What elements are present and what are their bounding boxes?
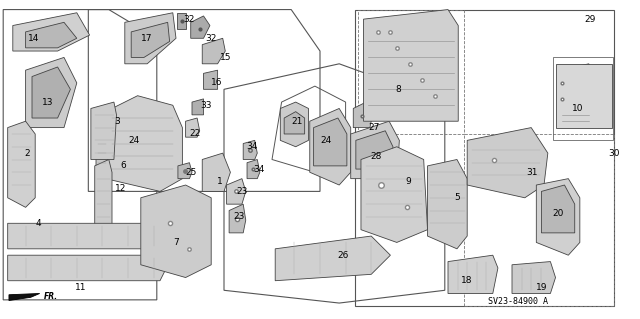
Polygon shape <box>125 13 176 64</box>
Polygon shape <box>541 185 575 233</box>
Text: 21: 21 <box>291 117 303 126</box>
Polygon shape <box>361 147 428 242</box>
Text: SV23-84900 A: SV23-84900 A <box>488 297 548 306</box>
Text: 3: 3 <box>115 117 120 126</box>
Text: 32: 32 <box>183 15 195 24</box>
Polygon shape <box>204 70 218 89</box>
Text: 18: 18 <box>461 276 473 285</box>
Text: 12: 12 <box>115 184 126 193</box>
Polygon shape <box>356 131 393 169</box>
Text: 26: 26 <box>337 251 349 260</box>
Text: 22: 22 <box>189 130 201 138</box>
Polygon shape <box>467 128 548 198</box>
Polygon shape <box>13 13 90 51</box>
Text: 30: 30 <box>609 149 620 158</box>
Polygon shape <box>536 179 580 255</box>
Polygon shape <box>351 121 399 179</box>
Polygon shape <box>8 121 35 207</box>
Text: 31: 31 <box>527 168 538 177</box>
Text: 8: 8 <box>396 85 401 94</box>
Text: 7: 7 <box>173 238 179 247</box>
Text: 20: 20 <box>552 209 564 218</box>
Text: 11: 11 <box>75 283 86 292</box>
Text: 32: 32 <box>205 34 217 43</box>
Polygon shape <box>227 179 246 204</box>
Text: 16: 16 <box>211 78 222 87</box>
Polygon shape <box>284 112 305 134</box>
Polygon shape <box>91 102 116 160</box>
Polygon shape <box>186 118 200 137</box>
Text: 17: 17 <box>141 34 153 43</box>
Polygon shape <box>428 160 467 249</box>
Text: 13: 13 <box>42 98 54 107</box>
Polygon shape <box>8 223 173 249</box>
Polygon shape <box>178 163 192 179</box>
Polygon shape <box>9 293 40 300</box>
Polygon shape <box>106 96 182 191</box>
Polygon shape <box>191 16 210 38</box>
Text: 33: 33 <box>200 101 212 110</box>
Text: 34: 34 <box>246 142 257 151</box>
Text: 5: 5 <box>454 193 460 202</box>
Text: 25: 25 <box>185 168 196 177</box>
Polygon shape <box>448 255 498 293</box>
Polygon shape <box>95 160 112 230</box>
Text: 1: 1 <box>218 177 223 186</box>
Text: 27: 27 <box>368 123 380 132</box>
Polygon shape <box>229 204 246 233</box>
Polygon shape <box>177 13 186 29</box>
Polygon shape <box>564 73 591 118</box>
Text: 24: 24 <box>129 136 140 145</box>
Polygon shape <box>556 64 612 128</box>
Polygon shape <box>243 140 257 160</box>
Polygon shape <box>32 67 70 118</box>
Polygon shape <box>280 102 308 147</box>
Text: 4: 4 <box>36 219 41 228</box>
Polygon shape <box>247 160 260 179</box>
Text: 34: 34 <box>253 165 264 174</box>
Text: 19: 19 <box>536 283 547 292</box>
Polygon shape <box>314 118 347 166</box>
Text: 14: 14 <box>28 34 39 43</box>
Polygon shape <box>364 10 458 121</box>
Text: 24: 24 <box>321 136 332 145</box>
Text: FR.: FR. <box>44 292 58 301</box>
Text: 10: 10 <box>572 104 584 113</box>
Polygon shape <box>561 64 596 128</box>
Polygon shape <box>202 153 230 191</box>
Text: 23: 23 <box>236 187 248 196</box>
Polygon shape <box>353 102 372 128</box>
Polygon shape <box>202 38 225 64</box>
Text: 28: 28 <box>371 152 382 161</box>
Polygon shape <box>512 262 556 293</box>
Polygon shape <box>310 108 351 185</box>
Polygon shape <box>131 22 170 57</box>
Polygon shape <box>26 22 77 48</box>
Text: 9: 9 <box>406 177 411 186</box>
Text: 2: 2 <box>24 149 29 158</box>
Polygon shape <box>192 99 204 115</box>
Text: 6: 6 <box>120 161 125 170</box>
Polygon shape <box>141 185 211 278</box>
Polygon shape <box>96 128 108 172</box>
Polygon shape <box>8 255 166 281</box>
Text: 15: 15 <box>220 53 231 62</box>
Polygon shape <box>26 57 77 128</box>
Text: 23: 23 <box>234 212 245 221</box>
Text: 29: 29 <box>584 15 596 24</box>
Polygon shape <box>275 236 390 281</box>
